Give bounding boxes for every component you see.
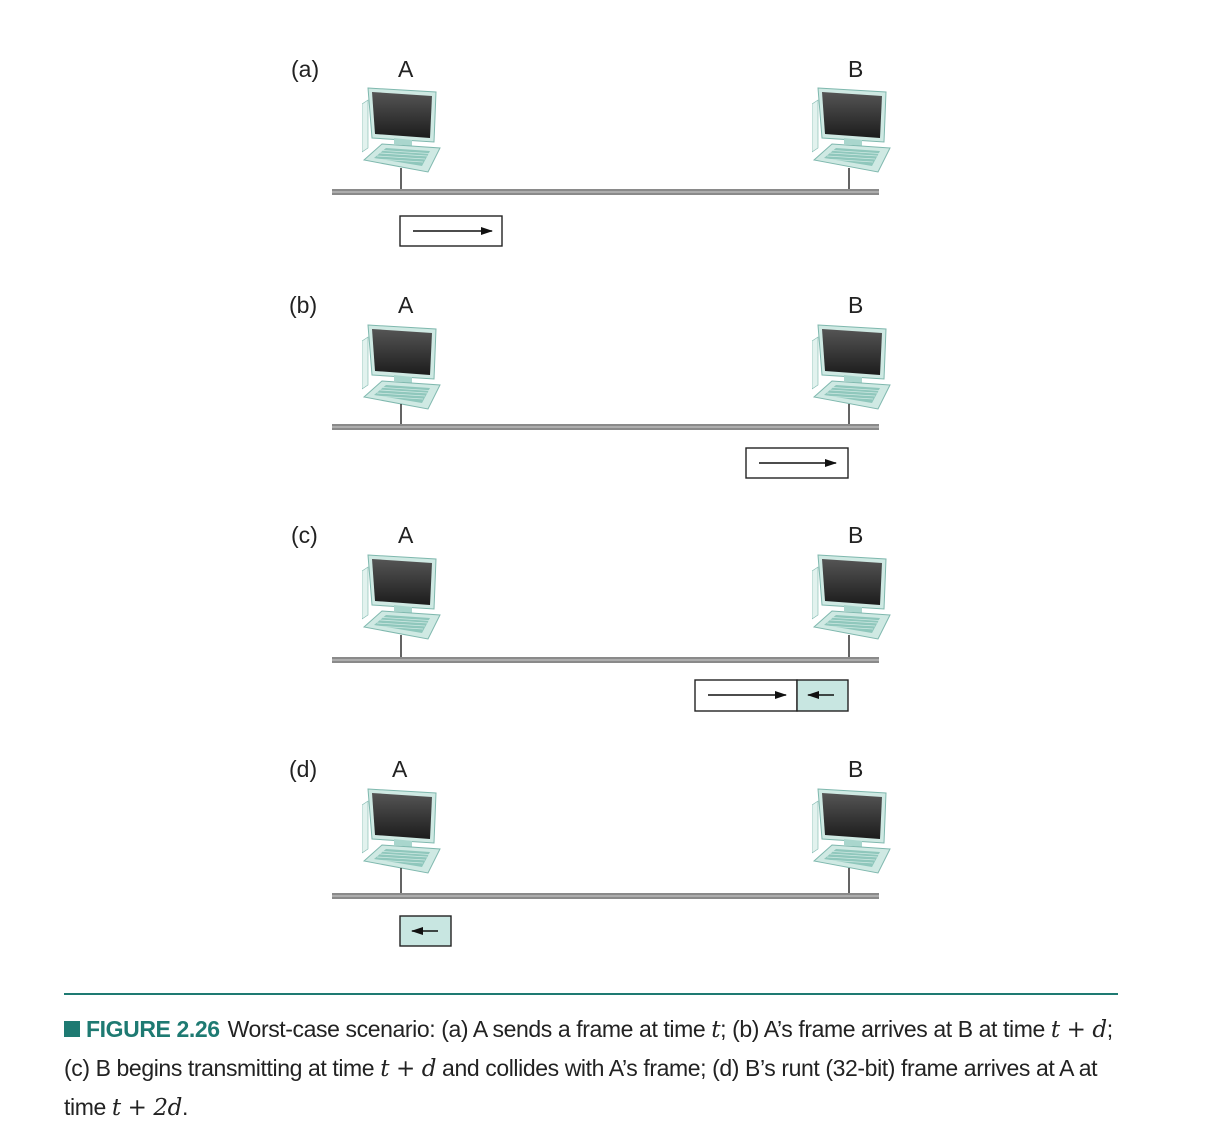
computer-icon bbox=[362, 324, 441, 410]
computer-icon bbox=[812, 554, 891, 640]
caption-math: t + 2d bbox=[111, 1095, 182, 1121]
panel-b: (b) A B bbox=[289, 292, 891, 479]
caption-text: . bbox=[181, 1094, 188, 1120]
panel-d: (d) A B bbox=[289, 756, 891, 947]
panel-label: (d) bbox=[289, 756, 317, 782]
caption-math: t + d bbox=[1050, 1017, 1107, 1043]
csma-cd-diagram: (a) A B (b) A B (c) A B bbox=[289, 56, 891, 947]
panel-c: (c) A B bbox=[291, 522, 891, 712]
caption-math: t bbox=[711, 1017, 721, 1043]
figure-label: FIGURE 2.26 bbox=[86, 1016, 220, 1042]
node-a-label: A bbox=[392, 756, 408, 782]
caption-text: and collides with A’s frame; (d) B’s run… bbox=[64, 1055, 1098, 1120]
node-b-label: B bbox=[848, 756, 863, 782]
frame-a bbox=[399, 215, 503, 247]
computer-icon bbox=[362, 554, 441, 640]
computer-icon bbox=[362, 87, 441, 173]
frame-b-runt bbox=[796, 679, 849, 712]
frame-b-runt bbox=[399, 915, 452, 947]
node-b-label: B bbox=[848, 292, 863, 318]
computer-icon bbox=[812, 324, 891, 410]
computer-icon bbox=[362, 788, 441, 874]
frame-a bbox=[745, 447, 849, 479]
frame-a bbox=[694, 679, 798, 712]
node-a-label: A bbox=[398, 292, 414, 318]
node-a-label: A bbox=[398, 522, 414, 548]
panel-a: (a) A B bbox=[291, 56, 891, 247]
computer-icon bbox=[812, 788, 891, 874]
caption-divider bbox=[64, 993, 1118, 995]
caption-square-icon bbox=[64, 1021, 80, 1037]
figure-caption: FIGURE 2.26 Worst-case scenario: (a) A se… bbox=[64, 1010, 1124, 1127]
caption-math: t + d bbox=[380, 1056, 437, 1082]
caption-text: Worst-case scenario: (a) A sends a frame… bbox=[227, 1016, 712, 1042]
node-a-label: A bbox=[398, 56, 414, 82]
node-b-label: B bbox=[848, 56, 863, 82]
panel-label: (c) bbox=[291, 522, 318, 548]
node-b-label: B bbox=[848, 522, 863, 548]
panel-label: (a) bbox=[291, 56, 319, 82]
computer-icon bbox=[812, 87, 891, 173]
caption-text: ; (b) A’s frame arrives at B at time bbox=[720, 1016, 1051, 1042]
caption-text: ; (c) B begins transmitting at time bbox=[64, 1016, 1113, 1081]
panel-label: (b) bbox=[289, 292, 317, 318]
